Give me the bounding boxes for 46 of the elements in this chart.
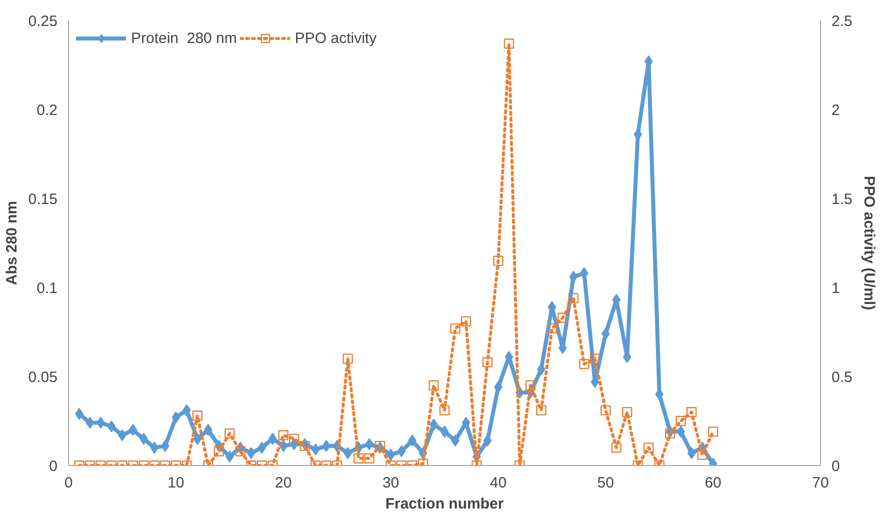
x-tick-label: 10 (168, 474, 184, 492)
y2-tick-label: 0 (832, 458, 840, 475)
point (86, 416, 94, 429)
y2-tick-label: 2.5 (832, 13, 852, 30)
point (268, 432, 277, 445)
x-axis-title: Fraction number (385, 496, 504, 512)
point (107, 420, 116, 432)
legend-label: PPO activity (294, 30, 377, 46)
point (569, 270, 578, 283)
x-tick-label: 60 (704, 474, 722, 492)
x-tick-label: 30 (382, 474, 400, 492)
point (687, 447, 696, 460)
x-tick-label: 0 (64, 474, 73, 492)
y2-axis-title: PPO activity (U/ml) (860, 176, 878, 310)
point (676, 426, 686, 438)
point (150, 442, 159, 454)
point (580, 267, 588, 280)
y2-tick-label: 2 (832, 102, 840, 119)
y2-tick-label: 1 (832, 280, 840, 297)
x-tick-label: 70 (812, 474, 829, 492)
point (311, 443, 320, 456)
x-tick-label: 20 (275, 474, 292, 492)
y-tick-label: 0.2 (36, 102, 58, 119)
y-axis-title: Abs 280 nm (3, 200, 20, 286)
point (462, 416, 470, 429)
point (128, 424, 138, 436)
point (193, 432, 202, 445)
point (172, 411, 180, 424)
point (397, 445, 406, 458)
point (601, 328, 610, 340)
point (246, 447, 256, 460)
legend-label: Protein 280 nm (131, 30, 237, 46)
y-tick-label: 0.25 (28, 13, 58, 30)
y-tick-label: 0.15 (28, 191, 58, 208)
y2-tick-label: 0.5 (832, 369, 852, 386)
y-tick-label: 0.1 (36, 280, 58, 297)
y-tick-label: 0.05 (28, 369, 58, 386)
x-tick-label: 40 (490, 474, 507, 492)
point (258, 442, 266, 454)
y-tick-label: 0 (49, 458, 58, 475)
x-tick-label: 50 (597, 474, 614, 492)
point (483, 434, 492, 447)
y2-tick-label: 1.5 (832, 191, 852, 208)
point (204, 424, 212, 436)
point (440, 426, 449, 438)
point (225, 450, 234, 463)
